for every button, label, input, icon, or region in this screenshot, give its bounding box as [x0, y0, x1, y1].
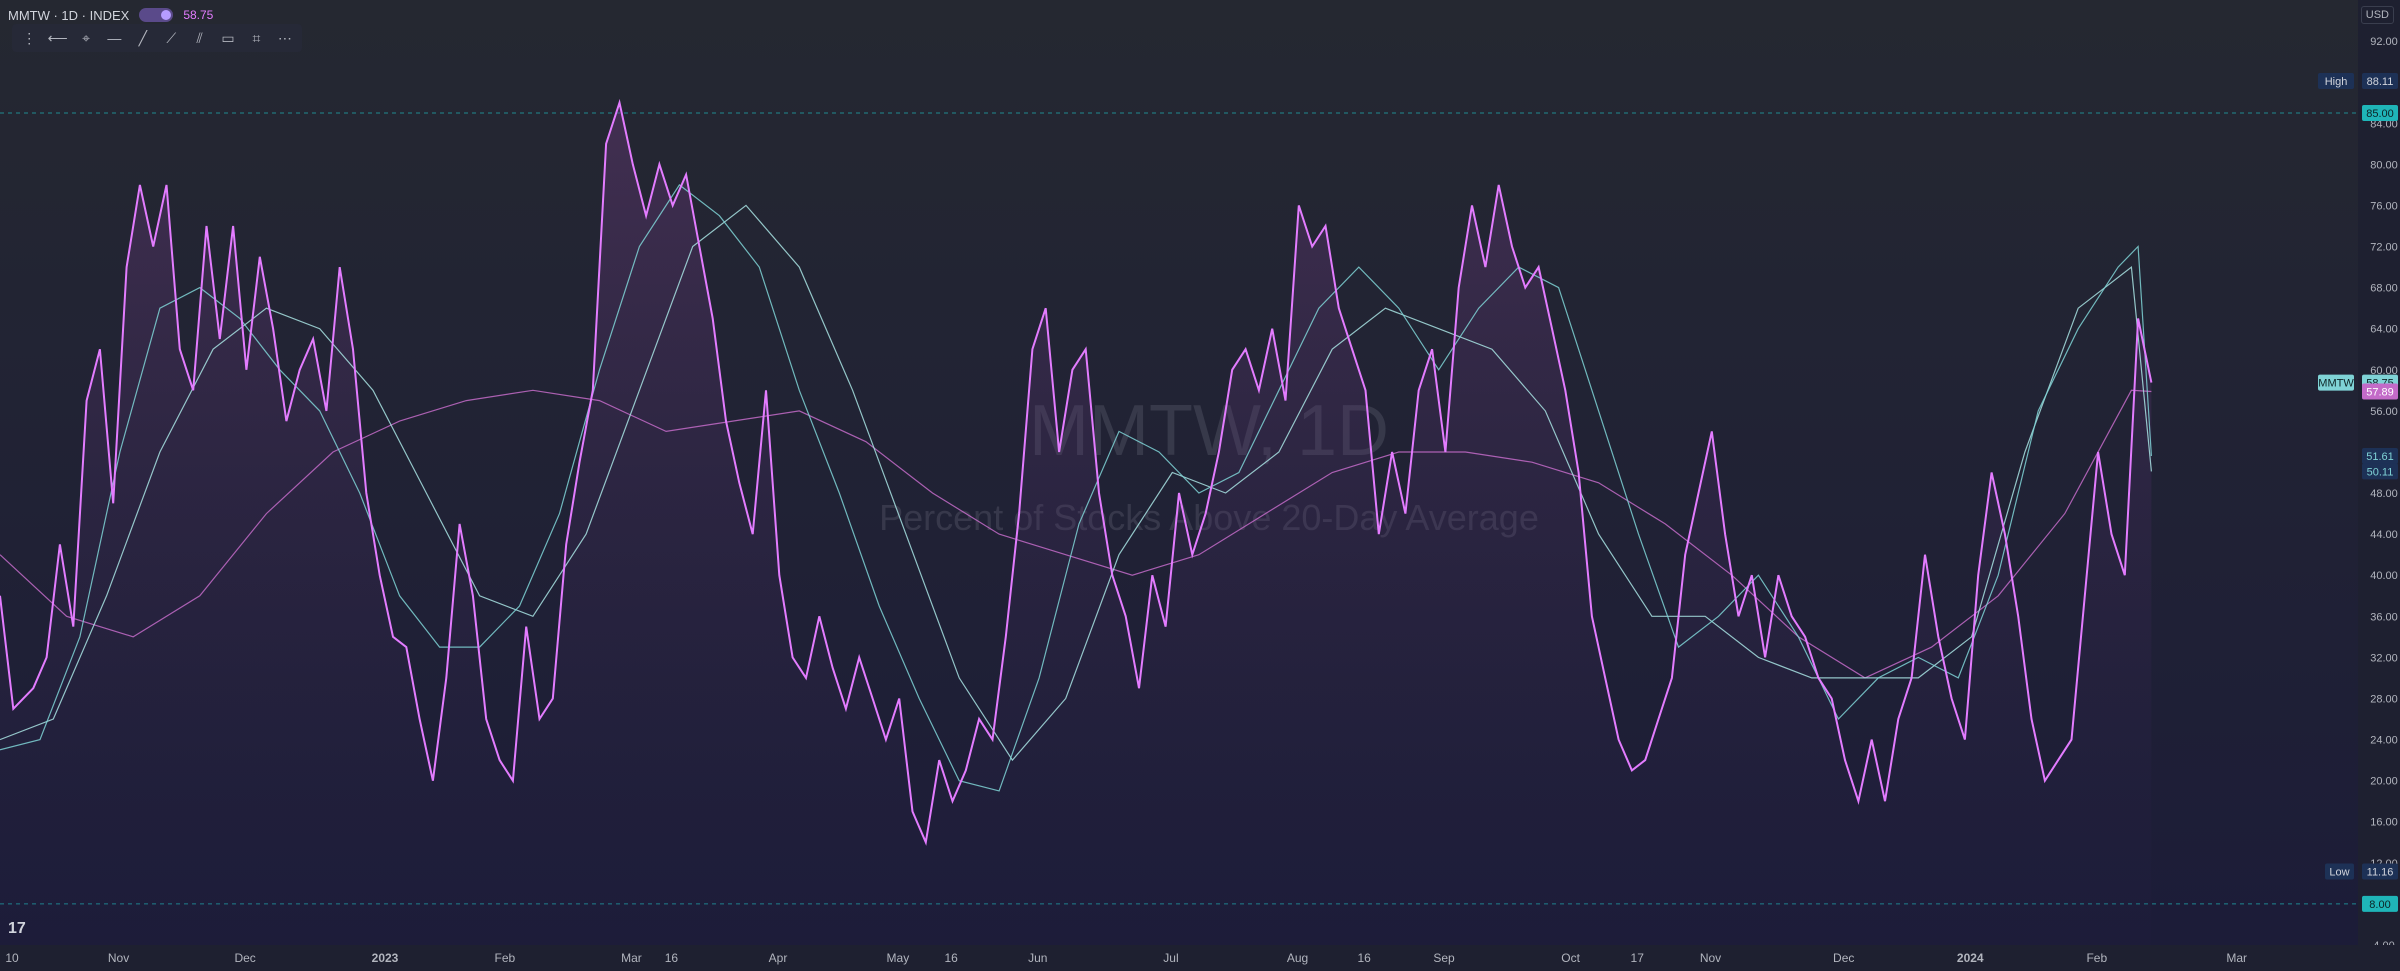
x-tick-label: Aug — [1287, 951, 1308, 965]
y-tick-label: 80.00 — [2370, 159, 2398, 171]
price-label-tag: High — [2325, 76, 2348, 88]
price-label-box — [2362, 895, 2398, 912]
x-tick-label: 16 — [665, 951, 679, 965]
y-tick-label: 48.00 — [2370, 488, 2398, 500]
rectangle-icon[interactable]: ▭ — [221, 29, 235, 46]
y-tick-label: 92.00 — [2370, 36, 2398, 48]
price-label-value: 88.11 — [2367, 76, 2394, 88]
x-tick-label: Mar — [2226, 951, 2247, 965]
x-axis: 10 Nov Dec 2023 Feb Mar 16 Apr May 16 Jun Jul Aug 16 S… — [0, 945, 2400, 971]
y-tick-label: 40.00 — [2370, 570, 2398, 582]
y-tick-label: 24.00 — [2370, 735, 2398, 747]
y-tick-label: 44.00 — [2370, 529, 2398, 541]
symbol-title[interactable]: MMTW · 1D · INDEX — [8, 7, 130, 23]
y-tick-label: 16.00 — [2370, 817, 2398, 829]
price-label-value: 8.00 — [2369, 899, 2390, 911]
price-label-box — [2362, 73, 2398, 90]
y-tick-label: 72.00 — [2370, 242, 2398, 254]
x-tick-label: 2023 — [372, 951, 399, 965]
tradingview-logo-icon[interactable]: 17 — [8, 920, 26, 937]
x-tick-label: Mar — [621, 951, 642, 965]
x-tick-label: 16 — [1357, 951, 1371, 965]
price-label-value: 85.00 — [2366, 108, 2394, 120]
x-tick-label: Oct — [1561, 951, 1580, 965]
y-tick-label: 56.00 — [2370, 406, 2398, 418]
currency-selector[interactable]: USD — [2360, 6, 2394, 24]
price-label-box — [2362, 863, 2398, 880]
brush-icon[interactable]: ⌗ — [252, 29, 261, 46]
trend-line-icon[interactable]: ╱ — [138, 29, 148, 46]
price-label-tag: Low — [2329, 866, 2349, 878]
x-tick-label: 16 — [944, 951, 958, 965]
symbol-header: MMTW · 1D · INDEX 58.75 — [8, 4, 213, 26]
y-tick-label: 60.00 — [2370, 365, 2398, 377]
price-label-tag-box — [2318, 73, 2354, 90]
horizontal-ray-icon[interactable]: ⟵ — [47, 29, 68, 46]
y-tick-label: 76.00 — [2370, 200, 2398, 212]
y-tick-label: 20.00 — [2370, 776, 2398, 788]
y-tick-label: 36.00 — [2370, 611, 2398, 623]
visibility-toggle[interactable] — [139, 8, 174, 22]
x-tick-label: Feb — [495, 951, 516, 965]
price-line — [0, 98, 2153, 846]
x-tick-label: 17 — [1631, 951, 1645, 965]
channel-icon[interactable]: ⫽ — [196, 29, 203, 46]
x-tick-label: Jul — [1163, 951, 1178, 965]
price-label-box — [2362, 447, 2398, 464]
price-label-box — [2362, 463, 2398, 480]
x-tick-label: Nov — [108, 951, 129, 965]
x-tick-label: 10 — [5, 951, 19, 965]
price-label-box — [2362, 383, 2398, 400]
y-axis-panel — [2358, 0, 2400, 971]
x-tick-label: Nov — [1700, 951, 1721, 965]
series-group — [0, 98, 2153, 945]
last-value: 58.75 — [183, 8, 214, 22]
price-labels: 88.11High85.0058.75MMTW57.8951.6150.1111… — [2318, 73, 2398, 912]
x-tick-label: Sep — [1433, 951, 1455, 965]
ma_mid-line — [0, 204, 2152, 762]
ma_short-line — [0, 184, 2152, 792]
x-tick-label: Jun — [1028, 951, 1047, 965]
price-label-tag: MMTW — [2318, 378, 2354, 390]
x-axis-panel — [0, 945, 2400, 971]
price-label-box — [2362, 104, 2398, 121]
y-axis: 92.0088.0084.0080.0076.0072.0068.0064.00… — [2358, 0, 2400, 971]
y-tick-label: 68.00 — [2370, 283, 2398, 295]
ray-icon[interactable]: ⟋ — [166, 29, 177, 46]
y-tick-label: 28.00 — [2370, 693, 2398, 705]
y-tick-label: 64.00 — [2370, 324, 2398, 336]
price-label-value: 11.16 — [2367, 866, 2394, 878]
cross-line-icon[interactable]: ⌖ — [82, 29, 90, 46]
price-label-tag-box — [2318, 374, 2354, 391]
price-label-tag-box — [2325, 863, 2354, 880]
x-tick-label: Feb — [2086, 951, 2107, 965]
price-label-value: 57.89 — [2366, 386, 2394, 398]
x-tick-label: 2024 — [1957, 951, 1984, 965]
horizontal-line-icon[interactable]: — — [107, 30, 122, 46]
price-label-value: 50.11 — [2367, 466, 2394, 478]
x-tick-label: May — [887, 951, 910, 965]
price-area — [0, 102, 2152, 945]
ma_long-line — [0, 389, 2152, 679]
drawing-toolbar: ⋮ ⟵ ⌖ — ╱ ⟋ ⫽ ▭ ⌗ ⋯ — [12, 24, 302, 52]
more-icon[interactable]: ⋯ — [277, 29, 292, 46]
x-tick-label: Dec — [1833, 951, 1854, 965]
y-tick-label: 32.00 — [2370, 652, 2398, 664]
price-label-value: 51.61 — [2366, 451, 2394, 463]
x-tick-label: Dec — [234, 951, 255, 965]
drag-handle-icon[interactable]: ⋮ — [22, 29, 37, 46]
x-tick-label: Apr — [769, 951, 788, 965]
y-tick-label: 84.00 — [2370, 118, 2398, 130]
